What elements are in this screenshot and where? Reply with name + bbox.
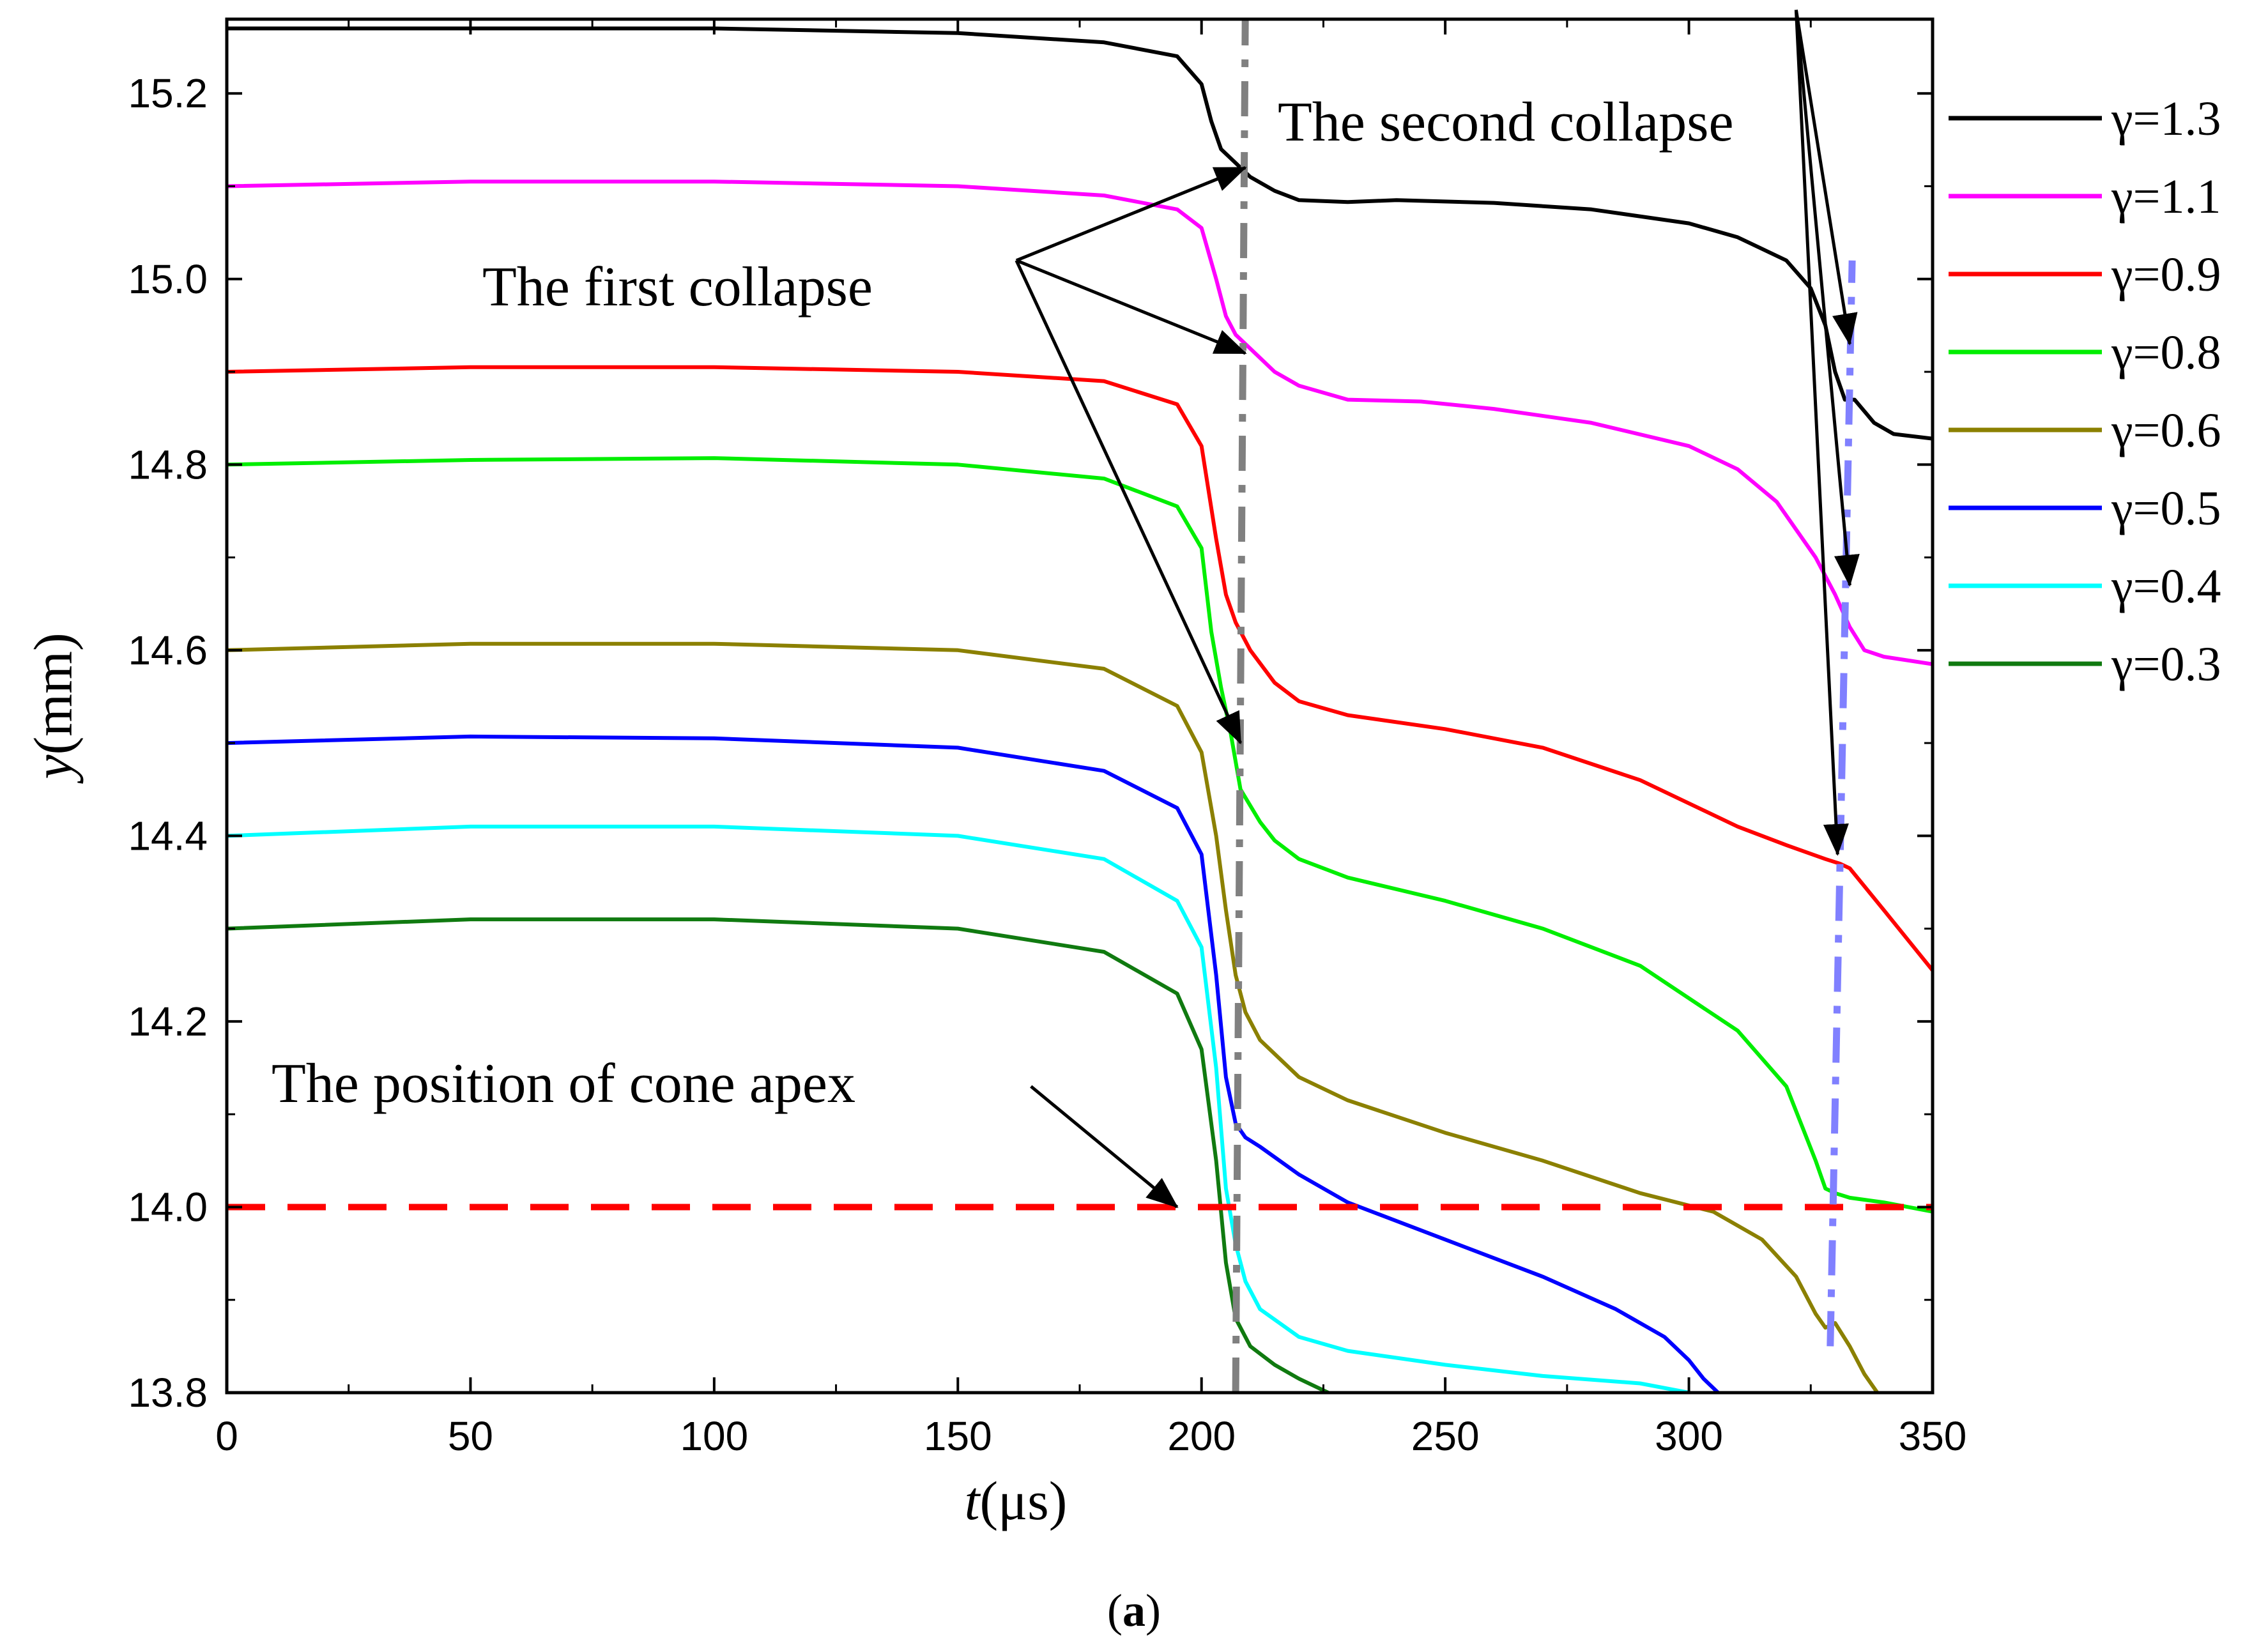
x-axis-title-unit: (μs) <box>980 1470 1068 1531</box>
annotation-arrow-1-0 <box>1794 10 1858 346</box>
x-tick-label: 0 <box>215 1413 238 1459</box>
legend-label-0.4: γ=0.4 <box>2111 560 2221 613</box>
legend-label-0.9: γ=0.9 <box>2111 248 2221 302</box>
y-tick-label: 14.2 <box>128 998 208 1044</box>
x-tick-label: 50 <box>448 1413 493 1459</box>
legend: γ=1.3 γ=1.1 γ=0.9 γ=0.8 γ=0.6 γ=0.5 γ=0.4 γ=0.3 <box>1949 92 2221 691</box>
annotation-first-collapse: The first collapse <box>482 256 873 318</box>
annotation-second-collapse: The second collapse <box>1278 91 1734 153</box>
figure-caption: (a) <box>1107 1585 1161 1636</box>
x-tick-label: 350 <box>1899 1413 1967 1459</box>
series-line-0.4 <box>227 824 1691 1393</box>
y-axis-title-var: y <box>22 754 84 784</box>
annotations: The first collapse The second collapse T… <box>272 10 1860 1209</box>
plot-frame <box>225 17 1935 1395</box>
ref-line-first-collapse-line <box>1232 19 1249 1393</box>
y-axis-title: y(mm) <box>22 632 84 784</box>
annotation-cone-apex: The position of cone apex <box>272 1053 855 1115</box>
annotation-arrow-0-0 <box>1015 166 1247 263</box>
series-line-1.3 <box>227 26 1933 441</box>
series-line-0.8 <box>227 456 1933 1214</box>
y-tick-label: 14.0 <box>128 1184 208 1230</box>
legend-label-0.6: γ=0.6 <box>2111 404 2221 457</box>
x-axis-title: t(μs) <box>965 1470 1068 1531</box>
reference-lines <box>227 19 1933 1393</box>
y-tick-label: 13.8 <box>128 1370 208 1416</box>
legend-label-0.5: γ=0.5 <box>2111 482 2221 535</box>
x-axis-title-var: t <box>965 1470 981 1531</box>
annotation-arrow-1-2 <box>1794 10 1849 856</box>
x-tick-label: 300 <box>1655 1413 1723 1459</box>
axes-layer: 0 50 100 150 200 250 300 350 13.8 14.0 14.2 14.4 14.… <box>128 19 1966 1459</box>
series-line-0.9 <box>227 365 1933 972</box>
annotation-arrow-2-0 <box>1030 1085 1179 1209</box>
x-tick-label: 250 <box>1411 1413 1480 1459</box>
annotation-arrow-1-1 <box>1794 10 1860 587</box>
annotation-arrow-0-2 <box>1015 259 1243 745</box>
x-tick-label: 100 <box>680 1413 748 1459</box>
x-tick-label: 200 <box>1167 1413 1236 1459</box>
y-tick-label: 15.2 <box>128 70 208 116</box>
legend-label-0.3: γ=0.3 <box>2111 638 2221 691</box>
annotation-arrow-0-1 <box>1015 259 1247 355</box>
legend-label-1.1: γ=1.1 <box>2111 170 2221 224</box>
series-line-0.6 <box>227 641 1880 1393</box>
y-tick-label: 15.0 <box>128 256 208 302</box>
y-tick-label: 14.8 <box>128 441 208 487</box>
series-line-1.1 <box>227 180 1933 666</box>
y-tick-label: 14.6 <box>128 627 208 673</box>
series-line-0.5 <box>227 734 1721 1393</box>
y-axis-title-unit: (mm) <box>22 632 84 754</box>
x-tick-label: 150 <box>924 1413 992 1459</box>
legend-label-0.8: γ=0.8 <box>2111 326 2221 379</box>
series-layer <box>227 26 1933 1393</box>
ref-line-second-collapse-line <box>1827 260 1856 1347</box>
legend-label-1.3: γ=1.3 <box>2111 92 2221 146</box>
y-tick-label: 14.4 <box>128 813 208 859</box>
series-line-0.3 <box>227 917 1331 1393</box>
